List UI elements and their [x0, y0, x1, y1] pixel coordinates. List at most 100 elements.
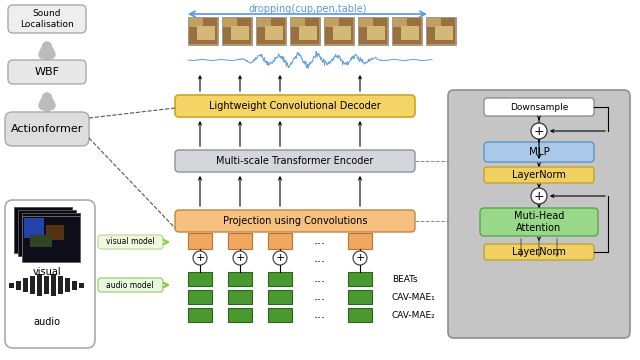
Bar	[46, 225, 64, 240]
Bar	[291, 18, 305, 27]
Text: audio model: audio model	[106, 280, 154, 289]
FancyBboxPatch shape	[8, 5, 86, 33]
Text: visual model: visual model	[106, 238, 154, 247]
Bar	[257, 18, 285, 44]
Bar	[393, 18, 421, 44]
Bar	[367, 26, 385, 40]
Bar	[257, 18, 271, 27]
Text: audio: audio	[33, 317, 61, 327]
Bar	[268, 272, 292, 286]
Bar	[291, 18, 319, 44]
Text: WBF: WBF	[35, 67, 60, 77]
Circle shape	[273, 251, 287, 265]
FancyBboxPatch shape	[175, 210, 415, 232]
Bar	[435, 26, 453, 40]
Text: +: +	[534, 189, 544, 202]
Bar	[22, 216, 80, 262]
Bar	[30, 276, 35, 294]
FancyBboxPatch shape	[8, 60, 86, 84]
FancyBboxPatch shape	[484, 244, 594, 260]
Bar	[427, 18, 441, 27]
Text: +: +	[534, 125, 544, 138]
Text: visual: visual	[33, 267, 61, 277]
Text: +: +	[275, 253, 285, 263]
Bar	[24, 218, 44, 238]
Text: ...: ...	[314, 273, 326, 285]
Bar	[324, 17, 354, 45]
Text: ...: ...	[314, 252, 326, 265]
Bar	[426, 17, 456, 45]
Bar	[18, 210, 76, 256]
Bar	[265, 26, 283, 40]
Bar	[222, 17, 252, 45]
Bar	[359, 18, 373, 27]
Bar	[30, 235, 52, 247]
Bar	[325, 18, 339, 27]
Bar	[392, 17, 422, 45]
Bar	[188, 272, 212, 286]
Circle shape	[531, 123, 547, 139]
FancyBboxPatch shape	[5, 200, 95, 348]
Bar	[9, 283, 14, 288]
Bar	[44, 276, 49, 294]
Bar	[16, 281, 21, 290]
Text: LayerNorm: LayerNorm	[512, 247, 566, 257]
Bar	[189, 18, 203, 27]
Circle shape	[353, 251, 367, 265]
Text: ...: ...	[314, 291, 326, 303]
Bar	[290, 17, 320, 45]
Bar	[348, 233, 372, 249]
Text: Muti-Head
Attention: Muti-Head Attention	[514, 211, 564, 233]
Bar	[189, 18, 217, 44]
Bar	[358, 17, 388, 45]
Bar	[359, 18, 387, 44]
FancyBboxPatch shape	[448, 90, 630, 338]
Bar	[72, 281, 77, 290]
Bar	[268, 290, 292, 304]
Text: dropping(cup,pen,table): dropping(cup,pen,table)	[249, 4, 367, 14]
Circle shape	[233, 251, 247, 265]
Bar	[348, 272, 372, 286]
Bar	[268, 233, 292, 249]
FancyBboxPatch shape	[98, 235, 163, 249]
Text: CAV-MAE₂: CAV-MAE₂	[392, 310, 436, 320]
Bar	[427, 18, 455, 44]
Text: CAV-MAE₁: CAV-MAE₁	[392, 292, 436, 302]
Bar	[228, 233, 252, 249]
Text: +: +	[355, 253, 365, 263]
FancyBboxPatch shape	[98, 278, 163, 292]
Bar	[228, 290, 252, 304]
Text: LayerNorm: LayerNorm	[512, 170, 566, 180]
Bar	[223, 18, 251, 44]
Bar	[58, 276, 63, 294]
Text: +: +	[195, 253, 205, 263]
Bar	[188, 233, 212, 249]
Bar	[188, 290, 212, 304]
Bar	[22, 213, 80, 259]
Text: Sound
Localisation: Sound Localisation	[20, 9, 74, 29]
FancyBboxPatch shape	[484, 142, 594, 162]
Text: Actionformer: Actionformer	[11, 124, 83, 134]
Bar	[51, 274, 56, 296]
Bar	[79, 283, 84, 288]
Bar	[268, 308, 292, 322]
FancyBboxPatch shape	[175, 95, 415, 117]
Bar	[223, 18, 237, 27]
Bar	[65, 278, 70, 292]
Bar	[348, 308, 372, 322]
FancyBboxPatch shape	[484, 167, 594, 183]
Text: Downsample: Downsample	[510, 103, 568, 112]
Text: ...: ...	[314, 309, 326, 321]
Text: Multi-scale Transformer Encoder: Multi-scale Transformer Encoder	[216, 156, 374, 166]
Bar	[228, 308, 252, 322]
FancyBboxPatch shape	[484, 98, 594, 116]
Bar	[231, 26, 249, 40]
Bar	[256, 17, 286, 45]
FancyBboxPatch shape	[5, 112, 89, 146]
Bar	[348, 290, 372, 304]
Bar	[333, 26, 351, 40]
FancyBboxPatch shape	[480, 208, 598, 236]
Bar	[23, 278, 28, 292]
Bar	[401, 26, 419, 40]
Bar	[37, 274, 42, 296]
